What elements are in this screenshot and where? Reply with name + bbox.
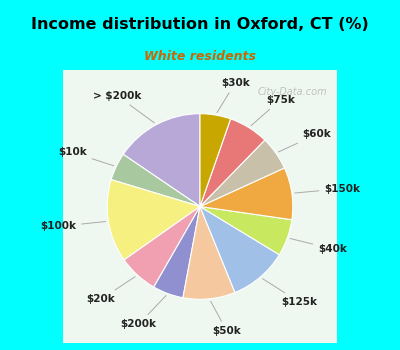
Wedge shape xyxy=(200,206,279,293)
Text: City-Data.com: City-Data.com xyxy=(258,87,328,97)
Wedge shape xyxy=(124,206,200,287)
Text: $20k: $20k xyxy=(87,276,135,304)
Wedge shape xyxy=(107,180,200,260)
FancyBboxPatch shape xyxy=(61,67,339,346)
Text: > $200k: > $200k xyxy=(93,91,154,123)
Text: $100k: $100k xyxy=(40,222,106,231)
Wedge shape xyxy=(200,114,231,206)
Text: $30k: $30k xyxy=(217,78,250,113)
Wedge shape xyxy=(200,119,265,206)
Wedge shape xyxy=(154,206,200,298)
Text: $40k: $40k xyxy=(290,238,347,254)
Text: $125k: $125k xyxy=(262,279,318,307)
Wedge shape xyxy=(200,206,292,255)
Text: White residents: White residents xyxy=(144,49,256,63)
Wedge shape xyxy=(200,140,284,206)
Text: $200k: $200k xyxy=(121,296,166,329)
Wedge shape xyxy=(183,206,235,299)
Wedge shape xyxy=(123,114,200,206)
Text: Income distribution in Oxford, CT (%): Income distribution in Oxford, CT (%) xyxy=(31,17,369,32)
Text: $60k: $60k xyxy=(278,129,332,152)
Wedge shape xyxy=(111,154,200,206)
Text: $75k: $75k xyxy=(251,95,295,126)
Text: $150k: $150k xyxy=(295,184,360,194)
Text: $50k: $50k xyxy=(211,301,241,336)
Wedge shape xyxy=(200,168,293,220)
Text: $10k: $10k xyxy=(58,147,114,166)
